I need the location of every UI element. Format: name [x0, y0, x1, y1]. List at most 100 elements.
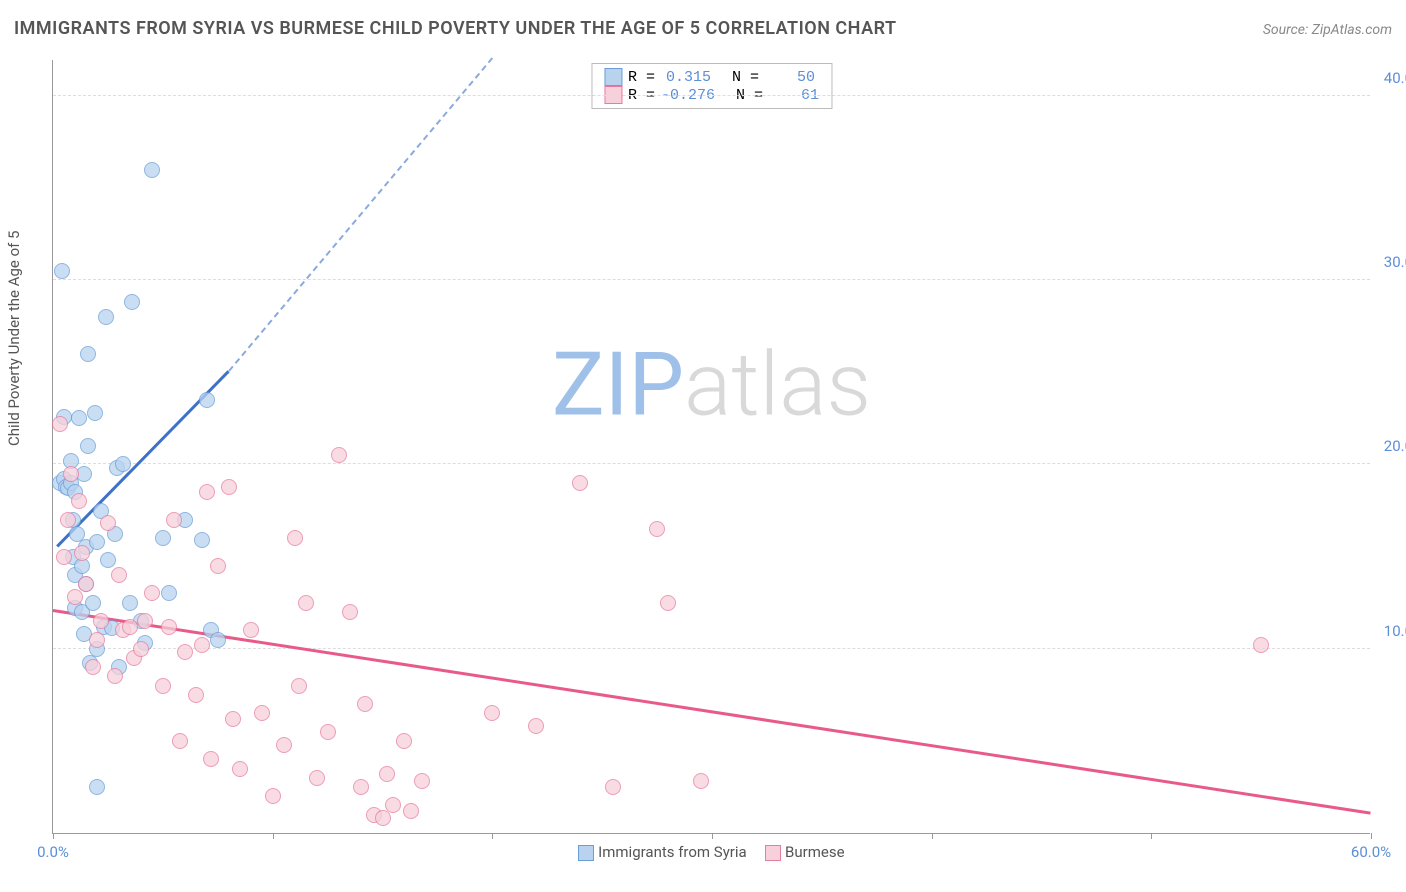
x-legend-label-2: Burmese — [785, 843, 845, 861]
data-point — [298, 595, 314, 611]
data-point — [144, 162, 160, 178]
data-point — [194, 532, 210, 548]
data-point — [80, 438, 96, 454]
data-point — [89, 534, 105, 550]
data-point — [71, 410, 87, 426]
data-point — [144, 585, 160, 601]
data-point — [232, 761, 248, 777]
legend-row-series-1: R = 0.315 N = 50 — [604, 68, 819, 86]
data-point — [287, 530, 303, 546]
data-point — [56, 549, 72, 565]
x-tick-label: 0.0% — [37, 843, 69, 861]
y-tick-label: 40.0% — [1384, 69, 1406, 87]
data-point — [155, 678, 171, 694]
data-point — [54, 263, 70, 279]
data-point — [194, 637, 210, 653]
data-point — [98, 309, 114, 325]
x-tick — [712, 833, 713, 839]
data-point — [115, 456, 131, 472]
data-point — [107, 668, 123, 684]
data-point — [78, 576, 94, 592]
data-point — [649, 521, 665, 537]
data-point — [528, 718, 544, 734]
data-point — [89, 632, 105, 648]
x-tick — [1371, 833, 1372, 839]
y-axis-label: Child Poverty Under the Age of 5 — [5, 231, 23, 447]
legend-n-label: N = — [732, 69, 759, 86]
data-point — [161, 619, 177, 635]
data-point — [265, 788, 281, 804]
x-legend-swatch-2 — [765, 845, 781, 861]
watermark-text-a: ZIP — [552, 333, 684, 436]
data-point — [291, 678, 307, 694]
data-point — [353, 779, 369, 795]
data-point — [484, 705, 500, 721]
data-point — [52, 416, 68, 432]
chart-title: IMMIGRANTS FROM SYRIA VS BURMESE CHILD P… — [14, 18, 897, 39]
x-tick — [1151, 833, 1152, 839]
trend-line — [53, 609, 1371, 814]
data-point — [67, 589, 83, 605]
data-point — [161, 585, 177, 601]
data-point — [74, 545, 90, 561]
grid-line — [53, 648, 1370, 649]
data-point — [60, 512, 76, 528]
data-point — [166, 512, 182, 528]
source-attribution: Source: ZipAtlas.com — [1263, 22, 1392, 38]
data-point — [375, 810, 391, 826]
data-point — [111, 567, 127, 583]
legend-swatch-series-1 — [604, 68, 622, 86]
x-tick — [492, 833, 493, 839]
data-point — [80, 346, 96, 362]
data-point — [605, 779, 621, 795]
data-point — [210, 632, 226, 648]
data-point — [100, 515, 116, 531]
data-point — [199, 392, 215, 408]
data-point — [225, 711, 241, 727]
data-point — [87, 405, 103, 421]
grid-line — [53, 95, 1370, 96]
data-point — [203, 751, 219, 767]
x-legend-label-1: Immigrants from Syria — [598, 843, 747, 861]
data-point — [403, 803, 419, 819]
scatter-plot: ZIPatlas R = 0.315 N = 50 R = -0.276 N =… — [52, 60, 1370, 834]
data-point — [85, 659, 101, 675]
y-tick-label: 30.0% — [1384, 253, 1406, 271]
data-point — [276, 737, 292, 753]
y-tick-label: 10.0% — [1384, 622, 1406, 640]
data-point — [100, 552, 116, 568]
grid-line — [53, 279, 1370, 280]
data-point — [210, 558, 226, 574]
data-point — [155, 530, 171, 546]
data-point — [331, 447, 347, 463]
data-point — [199, 484, 215, 500]
data-point — [133, 641, 149, 657]
correlation-legend: R = 0.315 N = 50 R = -0.276 N = 61 — [591, 63, 832, 109]
x-tick — [932, 833, 933, 839]
data-point — [396, 733, 412, 749]
watermark: ZIPatlas — [552, 333, 871, 436]
data-point — [63, 466, 79, 482]
data-point — [1253, 637, 1269, 653]
data-point — [188, 687, 204, 703]
x-tick — [53, 833, 54, 839]
data-point — [172, 733, 188, 749]
data-point — [254, 705, 270, 721]
data-point — [385, 797, 401, 813]
legend-r-label: R = — [628, 69, 655, 86]
y-tick-label: 20.0% — [1384, 437, 1406, 455]
data-point — [414, 773, 430, 789]
data-point — [124, 294, 140, 310]
data-point — [320, 724, 336, 740]
data-point — [221, 479, 237, 495]
data-point — [93, 613, 109, 629]
legend-n-value-1: 50 — [765, 69, 815, 86]
data-point — [122, 595, 138, 611]
data-point — [122, 619, 138, 635]
data-point — [243, 622, 259, 638]
data-point — [379, 766, 395, 782]
x-axis-legend: Immigrants from Syria Burmese — [53, 843, 1370, 861]
x-legend-swatch-1 — [578, 845, 594, 861]
x-tick-label: 60.0% — [1351, 843, 1391, 861]
legend-r-value-1: 0.315 — [661, 69, 711, 86]
